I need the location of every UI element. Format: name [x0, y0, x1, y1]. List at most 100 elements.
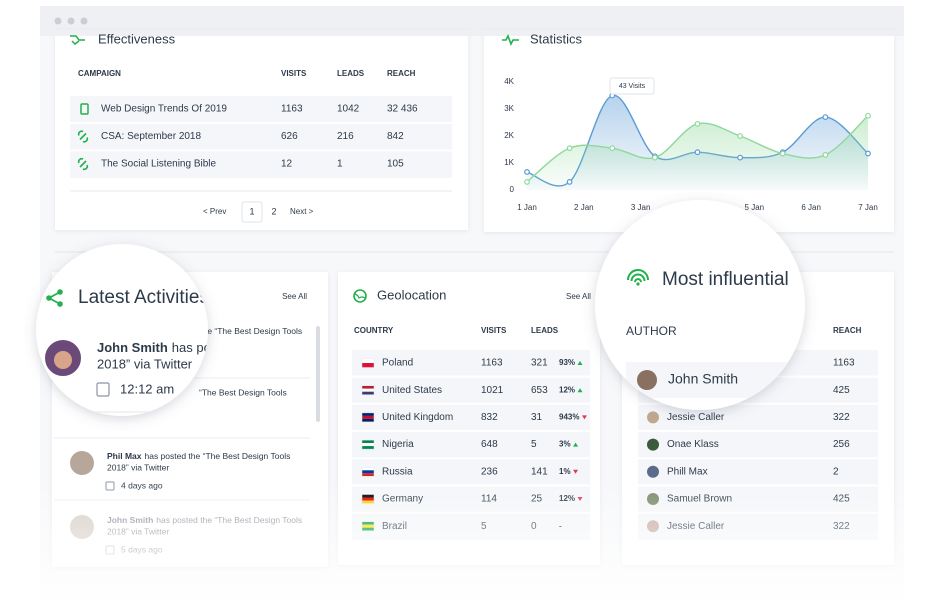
share-icon: [46, 295, 52, 301]
flag: [362, 385, 374, 389]
avatar: [70, 451, 94, 475]
activity-action: has posted the “The Best Design Tools: [156, 326, 302, 336]
cell-number: 12: [281, 159, 293, 170]
cell-campaign: Web Design Trends Of 2019: [101, 104, 227, 115]
point: [737, 133, 744, 139]
activity-text: John Smith has posted the “The Best Desig…: [97, 340, 395, 355]
point: [865, 150, 871, 157]
flag: [362, 391, 374, 395]
point: [609, 145, 616, 152]
column-header: LEADS: [531, 326, 559, 335]
change: 1%: [559, 467, 571, 476]
visits: 832: [481, 412, 498, 423]
x-tick-label: 1 Jan: [517, 203, 537, 212]
column-header: REACH: [833, 326, 862, 335]
country: United Kingdom: [382, 412, 453, 423]
see-all[interactable]: See All: [566, 292, 591, 301]
country: United States: [382, 385, 442, 396]
x-tick-label: 3 Jan: [631, 203, 651, 212]
reach: 2: [833, 466, 839, 477]
column-header: COUNTRY: [354, 326, 394, 335]
wifi-icon: [634, 278, 642, 283]
panel-title: Geolocation: [377, 287, 446, 302]
avatar: [637, 370, 657, 390]
flag: [362, 467, 374, 471]
flag: [362, 473, 374, 477]
page-number[interactable]: 1: [249, 206, 254, 216]
see-all[interactable]: See All: [282, 292, 307, 301]
bottom-fade: [0, 480, 944, 600]
table-body: [70, 96, 452, 178]
point: [524, 178, 530, 185]
trend-arrow: [573, 469, 579, 474]
column-header: LEADS: [337, 69, 365, 78]
page-number[interactable]: 2: [271, 206, 276, 216]
flag: [362, 440, 374, 444]
cell-campaign: CSA: September 2018: [101, 131, 201, 142]
reach: 425: [833, 385, 850, 396]
leads: 321: [531, 358, 548, 369]
avatar: [647, 438, 659, 451]
magnifier: [36, 244, 208, 416]
calendar-icon: [96, 382, 110, 397]
flag: [362, 446, 374, 450]
tooltip-text: 43 Visits: [619, 83, 646, 90]
scrollbar: [316, 326, 320, 422]
row-icon: [77, 157, 89, 171]
point: [566, 145, 573, 152]
activity: “The Best Design Tools: [199, 387, 287, 397]
point: [566, 178, 573, 185]
flag: [362, 470, 374, 474]
flag: [362, 443, 374, 447]
share-icon: [57, 289, 63, 295]
avatar: [647, 411, 659, 424]
change: 3%: [559, 440, 571, 449]
visits: 648: [481, 439, 498, 450]
cell-number: 32 436: [387, 104, 418, 115]
flag: [362, 412, 374, 416]
activity-action: has posted the “The Best Design Tools: [172, 340, 396, 355]
flag-border: [361, 412, 375, 423]
column-header: REACH: [387, 69, 416, 78]
avatar: [647, 465, 659, 478]
cell-number: 1: [337, 159, 343, 170]
pagination-next[interactable]: Next >: [290, 207, 314, 216]
activity-action: has posted the “The Best Design Tools: [144, 451, 290, 461]
row-icon: [80, 103, 89, 115]
change: 12%: [559, 385, 575, 394]
wifi-icon: [636, 282, 640, 286]
change: 93%: [559, 358, 575, 367]
reach: 256: [833, 439, 850, 450]
reach: 322: [833, 412, 850, 423]
y-tick-label: 3K: [504, 104, 514, 113]
magnified-content: Latest Activities John Smith has posted th…: [43, 287, 395, 413]
row-icon: [77, 130, 89, 143]
icon: [502, 34, 519, 46]
cell-number: 842: [387, 131, 404, 142]
activity-text: 2018” via Twitter: [107, 462, 169, 472]
trend-arrow: [581, 415, 587, 420]
country: Nigeria: [382, 439, 414, 450]
author: Jessie Caller: [667, 412, 725, 423]
flag-border: [361, 358, 375, 368]
icon: [70, 35, 85, 45]
y-tick-label: 4K: [504, 77, 514, 86]
flag-border: [361, 385, 375, 395]
visits: 236: [481, 466, 498, 477]
column-header: AUTHOR: [626, 324, 677, 338]
country: Poland: [382, 358, 413, 369]
x-tick-label: 2 Jan: [574, 203, 594, 212]
y-tick-label: 2K: [504, 131, 514, 140]
flag: [362, 363, 374, 368]
leads: 5: [531, 439, 537, 450]
icon: [354, 293, 366, 299]
pagination-prev[interactable]: < Prev: [203, 207, 226, 216]
point: [524, 169, 530, 175]
x-tick-label: 6 Jan: [801, 203, 821, 212]
cell-number: 1042: [337, 104, 360, 115]
cell-number: 1163: [281, 104, 303, 115]
tooltip: [609, 77, 655, 95]
column-header: CAMPAIGN: [78, 69, 121, 78]
